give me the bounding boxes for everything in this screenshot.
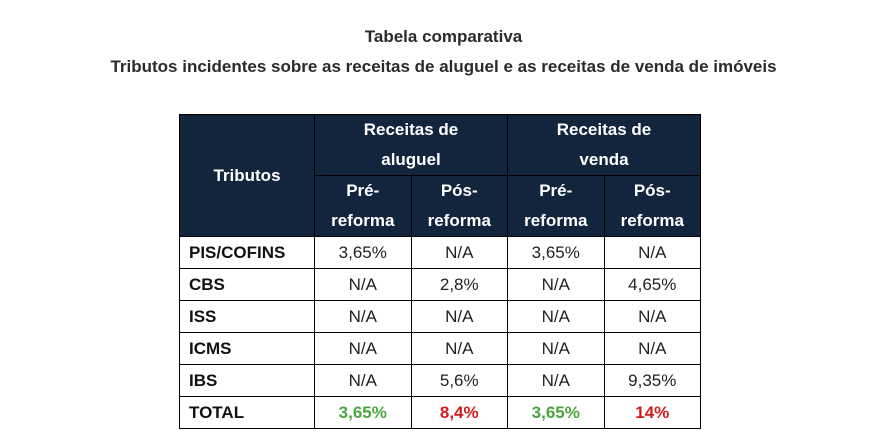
table-row: ICMS N/A N/A N/A N/A	[179, 332, 701, 365]
subheader-aluguel-pre: Pré- reforma	[314, 175, 412, 237]
subheader-venda-pos: Pós- reforma	[603, 175, 701, 237]
subheader-line2: reforma	[427, 211, 491, 230]
table-row: ISS N/A N/A N/A N/A	[179, 300, 701, 333]
row-label: PIS/COFINS	[179, 236, 315, 269]
table-cell: N/A	[507, 268, 605, 301]
table-cell: N/A	[603, 236, 701, 269]
row-label: ICMS	[179, 332, 315, 365]
group-header-venda-line1: Receitas de	[556, 120, 652, 139]
table-cell: 5,6%	[410, 364, 508, 397]
table-row: IBS N/A 5,6% N/A 9,35%	[179, 364, 701, 397]
header-row-sub: Pré- reforma Pós- reforma Pré- reforma P…	[180, 175, 701, 237]
table-cell: N/A	[507, 300, 605, 333]
total-venda-pre: 3,65%	[507, 396, 605, 429]
table-cell: N/A	[314, 300, 412, 333]
subheader-line1: Pré-	[346, 181, 380, 200]
total-aluguel-pos: 8,4%	[410, 396, 508, 429]
table-cell: N/A	[507, 364, 605, 397]
total-aluguel-pre: 3,65%	[314, 396, 412, 429]
table-cell: N/A	[314, 268, 412, 301]
row-label: ISS	[179, 300, 315, 333]
subheader-line2: reforma	[620, 211, 684, 230]
page-title: Tabela comparativa	[364, 27, 523, 46]
total-label: TOTAL	[179, 396, 315, 429]
table-cell: N/A	[603, 300, 701, 333]
comparison-table: Tributos Receitas de aluguel Receitas de…	[179, 114, 701, 429]
subheader-venda-pre: Pré- reforma	[507, 175, 605, 237]
table-cell: 4,65%	[603, 268, 701, 301]
table-row: CBS N/A 2,8% N/A 4,65%	[179, 268, 701, 301]
page-subtitle: Tributos incidentes sobre as receitas de…	[110, 57, 777, 76]
subheader-line2: reforma	[331, 211, 395, 230]
table-cell: 2,8%	[410, 268, 508, 301]
subheader-aluguel-pos: Pós- reforma	[410, 175, 508, 237]
header-row-groups: Tributos Receitas de aluguel Receitas de…	[179, 114, 701, 237]
title-block: Tabela comparativa Tributos incidentes s…	[0, 26, 887, 78]
row-label: IBS	[179, 364, 315, 397]
table-cell: 9,35%	[603, 364, 701, 397]
table-row: PIS/COFINS 3,65% N/A 3,65% N/A	[179, 236, 701, 269]
row-label: CBS	[179, 268, 315, 301]
table-cell: N/A	[410, 236, 508, 269]
subheader-line2: reforma	[524, 211, 588, 230]
total-venda-pos: 14%	[603, 396, 701, 429]
group-header-aluguel: Receitas de aluguel	[314, 114, 508, 176]
table-cell: 3,65%	[507, 236, 605, 269]
table-cell: 3,65%	[314, 236, 412, 269]
subheader-line1: Pós-	[633, 181, 671, 200]
group-header-aluguel-line1: Receitas de	[363, 120, 459, 139]
subheader-line1: Pré-	[539, 181, 573, 200]
table-cell: N/A	[410, 300, 508, 333]
table-cell: N/A	[314, 332, 412, 365]
total-row: TOTAL 3,65% 8,4% 3,65% 14%	[179, 396, 701, 429]
table-cell: N/A	[603, 332, 701, 365]
subheader-line1: Pós-	[440, 181, 478, 200]
table-cell: N/A	[507, 332, 605, 365]
table-cell: N/A	[410, 332, 508, 365]
tributos-header-label: Tributos	[213, 165, 281, 185]
group-header-venda: Receitas de venda	[507, 114, 701, 176]
table-cell: N/A	[314, 364, 412, 397]
group-header-venda-line2: venda	[579, 150, 629, 169]
tributos-header: Tributos	[179, 114, 315, 237]
group-header-aluguel-line2: aluguel	[381, 150, 441, 169]
